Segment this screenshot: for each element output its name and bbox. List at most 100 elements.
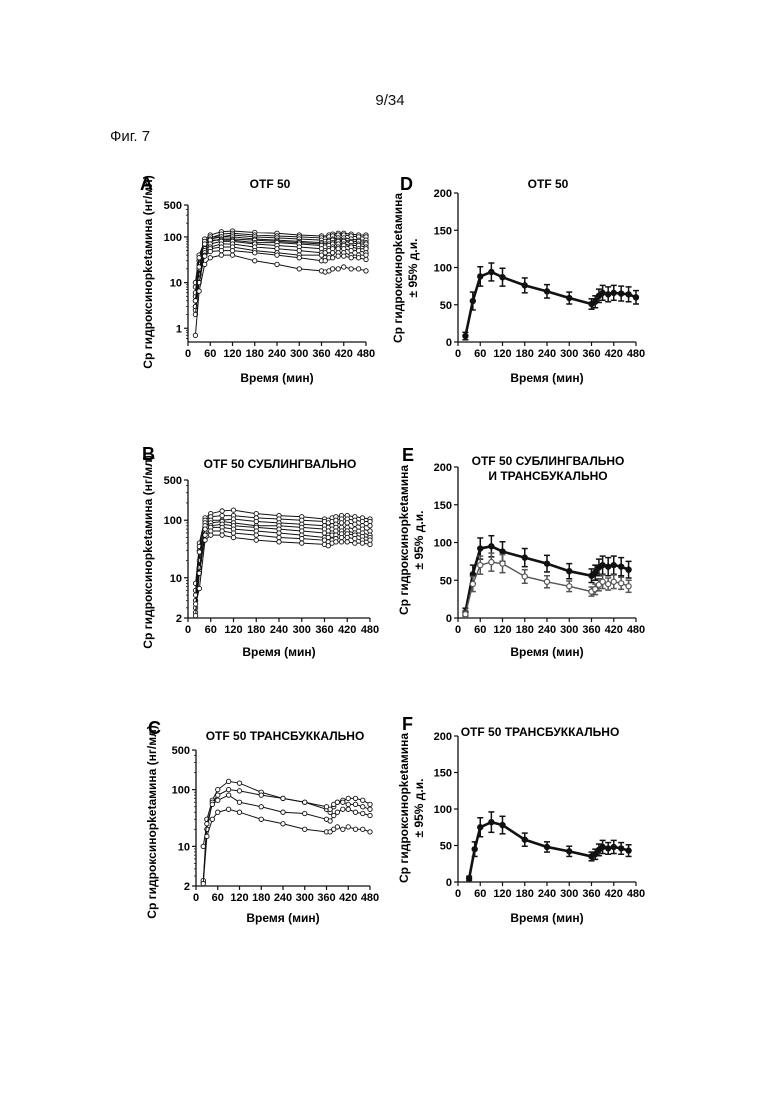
x-tick-label: 300	[290, 348, 308, 360]
chart-title: OTF 50 ТРАНСБУККАЛЬНО	[461, 725, 620, 739]
data-point	[356, 248, 360, 252]
data-point	[361, 827, 365, 831]
data-point	[259, 793, 263, 797]
data-point	[360, 519, 364, 523]
data-point	[277, 540, 281, 544]
x-tick-label: 60	[474, 624, 486, 636]
data-point	[353, 522, 357, 526]
chart-panel-f: FOTF 50 ТРАНСБУККАЛЬНО050100150200060120…	[397, 714, 645, 925]
data-point	[259, 817, 263, 821]
series-line	[196, 531, 370, 616]
x-tick-label: 480	[627, 348, 645, 360]
data-point	[345, 535, 349, 539]
data-point	[237, 781, 241, 785]
y-tick-label: 200	[434, 462, 452, 474]
y-tick-label: 100	[434, 804, 452, 816]
x-tick-label: 420	[335, 348, 353, 360]
data-point	[593, 570, 598, 575]
x-tick-label: 420	[339, 892, 357, 904]
data-point	[567, 295, 572, 300]
x-tick-label: 60	[474, 888, 486, 900]
data-point	[361, 811, 365, 815]
data-point	[281, 796, 285, 800]
y-tick-label: 50	[440, 575, 452, 587]
data-point	[297, 256, 301, 260]
data-point	[342, 254, 346, 258]
data-point	[522, 574, 527, 579]
x-tick-label: 180	[516, 624, 534, 636]
data-point	[197, 289, 201, 293]
data-point	[353, 541, 357, 545]
x-axis-label: Время (мин)	[510, 645, 583, 659]
data-point	[361, 798, 365, 802]
data-point	[193, 602, 197, 606]
data-point	[231, 531, 235, 535]
data-point	[203, 538, 207, 542]
data-point	[611, 844, 616, 849]
data-point	[193, 299, 197, 303]
data-point	[339, 540, 343, 544]
x-tick-label: 60	[205, 624, 217, 636]
data-point	[336, 254, 340, 258]
data-point	[522, 555, 527, 560]
panel-letter: E	[402, 445, 414, 465]
data-point	[341, 800, 345, 804]
y-axis-label: Cp гидроксинорketамина± 95% д.и.	[391, 193, 420, 343]
data-point	[522, 283, 527, 288]
chart-panel-e: EOTF 50 СУБЛИНГВАЛЬНОИ ТРАНСБУКАЛЬНО0501…	[397, 445, 645, 659]
data-point	[237, 800, 241, 804]
y-tick-label: 150	[434, 225, 452, 237]
data-point	[330, 256, 334, 260]
data-point	[254, 519, 258, 523]
data-point	[346, 796, 350, 800]
data-point	[364, 253, 368, 257]
data-point	[619, 291, 624, 296]
x-tick-label: 180	[516, 348, 534, 360]
data-point	[345, 521, 349, 525]
data-series	[193, 253, 368, 338]
panel-letter: F	[402, 714, 413, 734]
data-point	[349, 248, 353, 252]
data-point	[349, 256, 353, 260]
data-series	[201, 793, 372, 849]
x-tick-label: 420	[605, 888, 623, 900]
data-point	[237, 810, 241, 814]
y-axis-label: Cp гидроксинорketамина (нг/мл)	[141, 455, 155, 648]
data-point	[193, 333, 197, 337]
data-point	[341, 827, 345, 831]
data-point	[226, 793, 230, 797]
data-point	[197, 256, 201, 260]
data-point	[216, 793, 220, 797]
data-series	[201, 807, 372, 886]
y-tick-label: 10	[170, 278, 182, 290]
data-point	[330, 267, 334, 271]
data-point	[339, 521, 343, 525]
data-point	[335, 800, 339, 804]
x-tick-label: 300	[560, 348, 578, 360]
data-point	[353, 810, 357, 814]
data-point	[500, 561, 505, 566]
data-point	[633, 295, 638, 300]
data-point	[193, 613, 197, 617]
data-point	[361, 805, 365, 809]
data-point	[619, 846, 624, 851]
data-point	[478, 825, 483, 830]
data-point	[626, 584, 631, 589]
y-axis-label: Cp гидроксинорketамина (нг/мл)	[145, 725, 159, 918]
x-tick-label: 480	[357, 348, 375, 360]
data-point	[219, 253, 223, 257]
data-point	[353, 796, 357, 800]
data-point	[209, 533, 213, 537]
data-point	[237, 789, 241, 793]
data-point	[368, 538, 372, 542]
data-point	[368, 524, 372, 528]
y-tick-label: 10	[170, 573, 182, 585]
x-tick-label: 480	[361, 892, 379, 904]
x-axis-label: Время (мин)	[510, 371, 583, 385]
data-series	[462, 263, 639, 340]
data-point	[341, 807, 345, 811]
data-point	[353, 827, 357, 831]
series-line	[195, 255, 366, 335]
x-tick-label: 240	[274, 892, 292, 904]
data-point	[300, 536, 304, 540]
